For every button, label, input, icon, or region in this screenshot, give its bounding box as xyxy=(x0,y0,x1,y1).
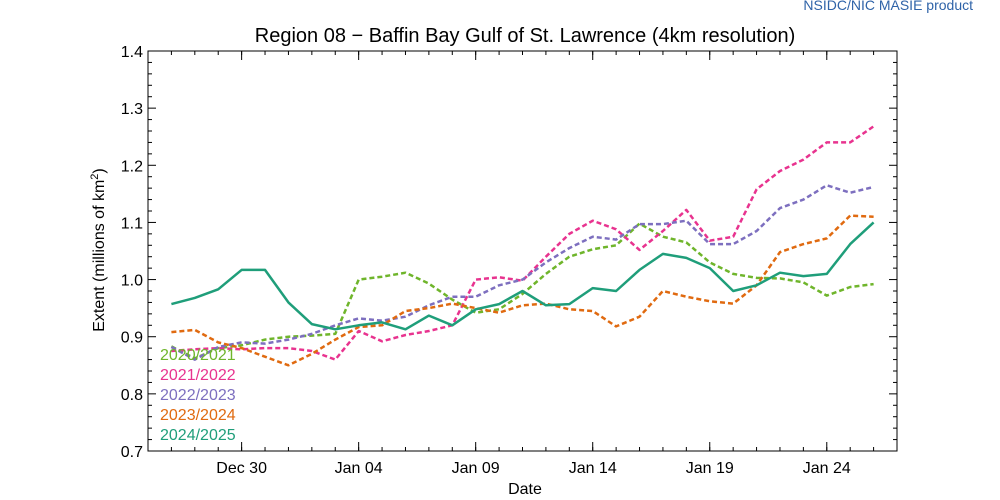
legend-entry: 2024/2025 xyxy=(160,427,236,444)
y-tick-label: 1.2 xyxy=(121,158,143,175)
series-line-2020-2021 xyxy=(170,222,874,360)
x-tick-label: Dec 30 xyxy=(216,460,267,477)
x-tick-label: Jan 24 xyxy=(803,460,851,477)
series-line-2021-2022 xyxy=(171,125,875,361)
series-line-2022-2023 xyxy=(170,184,874,361)
legend-entry: 2022/2023 xyxy=(160,387,236,404)
y-axis-label-superscript: 2 xyxy=(89,174,101,180)
series-line-2024-2025 xyxy=(171,221,875,331)
y-tick-label: 1.1 xyxy=(121,215,143,232)
legend-entry: 2023/2024 xyxy=(160,407,236,424)
y-axis-label: Extent (millions of km2) xyxy=(89,168,108,332)
y-tick-label: 1.3 xyxy=(121,101,143,118)
x-tick-label: Jan 04 xyxy=(335,460,383,477)
axis-ticks: 0.7 0.8 0.9 1.0 1.1 1.2 1.3 1.4 Dec 30 Jan 04 Jan … xyxy=(121,44,897,477)
attribution-text: NSIDC/NIC MASIE product xyxy=(803,0,973,13)
x-tick-label: Jan 14 xyxy=(569,460,617,477)
chart-title: Region 08 − Baffin Bay Gulf of St. Lawre… xyxy=(255,25,795,47)
y-axis-label-main: Extent (millions of km xyxy=(91,180,108,332)
legend: 2020/2021 2021/2022 2022/2023 2023/2024 2024… xyxy=(160,347,236,444)
y-tick-label: 0.8 xyxy=(121,387,143,404)
x-tick-label: Jan 09 xyxy=(452,460,500,477)
y-tick-label: 0.9 xyxy=(121,330,143,347)
legend-entry: 2021/2022 xyxy=(160,367,236,384)
y-tick-label: 1.0 xyxy=(121,273,143,290)
x-axis-label: Date xyxy=(508,481,542,498)
series-lines xyxy=(170,125,875,367)
legend-entry: 2020/2021 xyxy=(160,347,236,364)
y-tick-label: 0.7 xyxy=(121,444,143,461)
y-axis-label-close: ) xyxy=(91,168,108,173)
x-tick-label: Jan 19 xyxy=(686,460,734,477)
y-tick-label: 1.4 xyxy=(121,44,143,61)
